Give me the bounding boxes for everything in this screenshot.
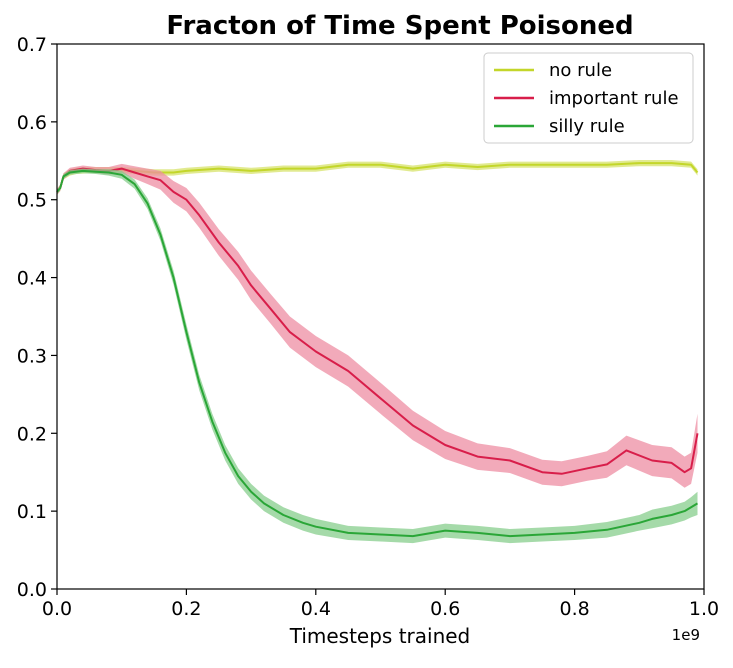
y-tick-label: 0.0	[17, 579, 47, 601]
band-silly-rule	[57, 168, 698, 544]
legend-box	[483, 52, 694, 144]
legend: no rule important rule silly rule	[483, 52, 694, 144]
band-important-rule	[57, 163, 698, 488]
plot-area	[56, 160, 699, 544]
legend-label-no-rule: no rule	[549, 60, 612, 81]
y-tick-label: 0.7	[17, 34, 47, 56]
x-axis: 0.0 0.2 0.4 0.6 0.8 1.0	[42, 589, 719, 620]
x-tick-label: 0.6	[430, 598, 460, 620]
series-line-silly-rule	[56, 169, 699, 538]
y-tick-label: 0.1	[17, 501, 47, 523]
x-axis-label: Timesteps trained	[289, 624, 471, 648]
y-tick-label: 0.6	[17, 112, 47, 134]
x-tick-label: 0.2	[171, 598, 201, 620]
y-axis: 0.0 0.1 0.2 0.3 0.4 0.5 0.6 0.7	[17, 34, 57, 601]
plot-frame	[56, 43, 705, 590]
y-tick-label: 0.3	[17, 345, 47, 367]
chart-title: Fracton of Time Spent Poisoned	[166, 11, 633, 41]
y-tick-label: 0.4	[17, 268, 47, 290]
x-offset-label: 1e9	[672, 626, 700, 644]
x-tick-label: 0.4	[301, 598, 331, 620]
y-tick-label: 0.5	[17, 190, 47, 212]
legend-label-silly-rule: silly rule	[549, 116, 625, 137]
x-tick-label: 0.0	[42, 598, 72, 620]
x-tick-label: 1.0	[689, 598, 719, 620]
y-tick-label: 0.2	[17, 423, 47, 445]
x-tick-label: 0.8	[559, 598, 589, 620]
legend-label-important-rule: important rule	[549, 88, 679, 109]
